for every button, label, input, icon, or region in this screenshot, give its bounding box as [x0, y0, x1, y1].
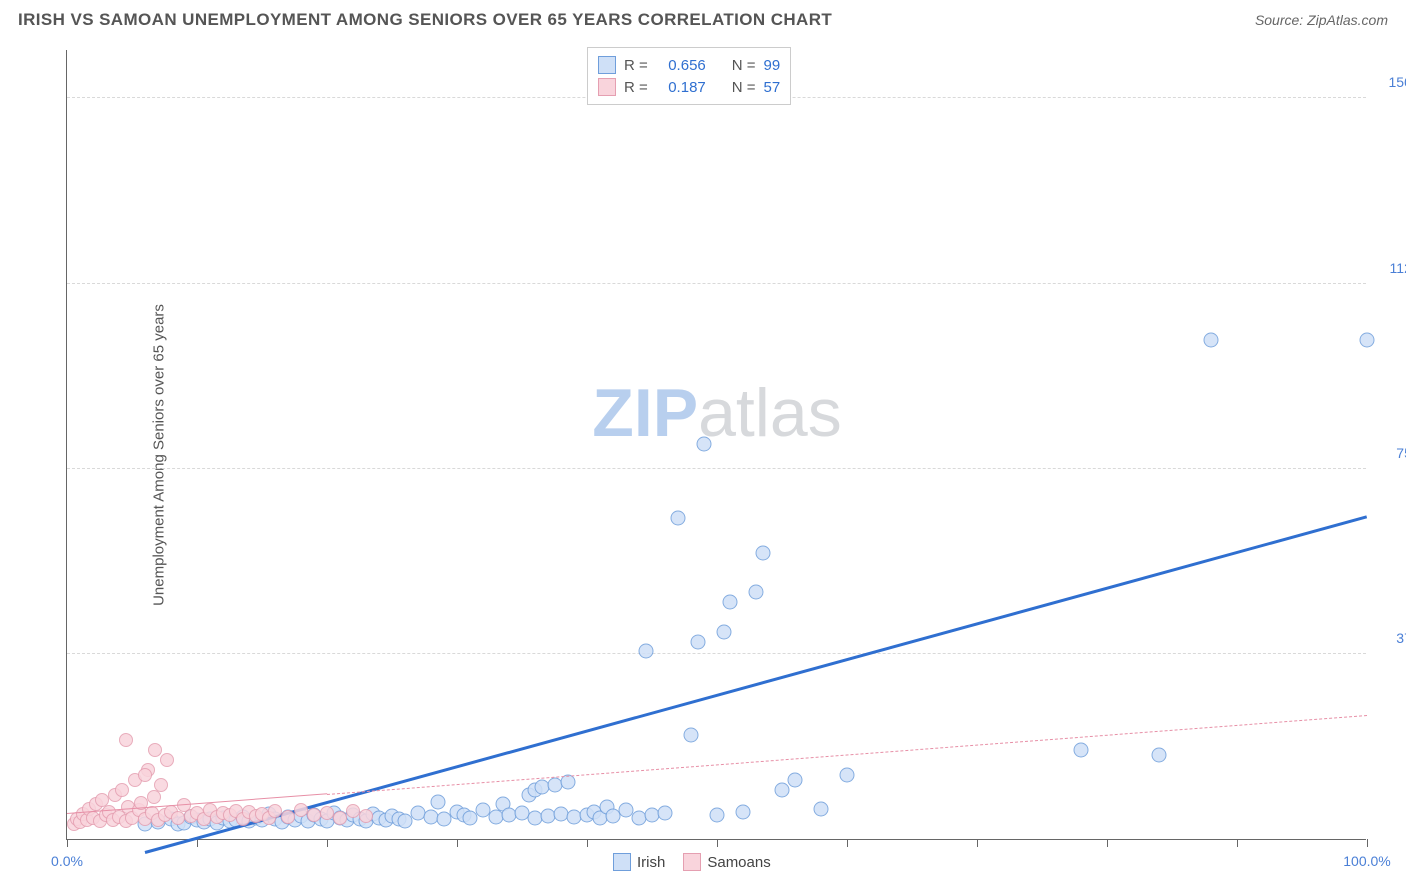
scatter-point — [148, 743, 162, 757]
source-prefix: Source: — [1255, 12, 1307, 28]
x-tick-label: 0.0% — [51, 853, 83, 869]
scatter-point — [749, 585, 764, 600]
scatter-point — [333, 811, 347, 825]
y-tick-label: 112.5% — [1376, 260, 1406, 276]
y-tick-label: 37.5% — [1376, 630, 1406, 646]
r-label: R = — [624, 57, 648, 74]
scatter-point — [320, 806, 334, 820]
series-legend: Irish Samoans — [613, 853, 771, 871]
source-attribution: Source: ZipAtlas.com — [1255, 12, 1388, 28]
scatter-point — [119, 733, 133, 747]
x-tick — [1367, 839, 1368, 847]
legend-swatch — [598, 78, 616, 96]
scatter-point — [697, 437, 712, 452]
scatter-point — [814, 802, 829, 817]
scatter-point — [154, 778, 168, 792]
x-tick — [977, 839, 978, 847]
scatter-point — [775, 782, 790, 797]
correlation-legend-row: R = 0.656 N = 99 — [598, 54, 780, 76]
x-tick — [847, 839, 848, 847]
x-tick — [717, 839, 718, 847]
scatter-point — [736, 804, 751, 819]
scatter-point — [658, 806, 673, 821]
scatter-point — [1360, 333, 1375, 348]
scatter-point — [755, 545, 770, 560]
scatter-point — [638, 644, 653, 659]
scatter-point — [171, 811, 185, 825]
scatter-point — [346, 804, 360, 818]
header: IRISH VS SAMOAN UNEMPLOYMENT AMONG SENIO… — [0, 0, 1406, 36]
y-tick-label: 150.0% — [1376, 74, 1406, 90]
scatter-point — [690, 634, 705, 649]
n-label: N = — [732, 57, 756, 74]
gridline-h — [67, 653, 1366, 654]
scatter-point — [1152, 748, 1167, 763]
scatter-point — [840, 767, 855, 782]
n-value: 57 — [764, 79, 781, 96]
series-legend-item: Irish — [613, 853, 665, 871]
correlation-legend: R = 0.656 N = 99 R = 0.187 N = 57 — [587, 47, 791, 105]
series-legend-label: Irish — [637, 854, 665, 871]
n-value: 99 — [764, 57, 781, 74]
x-tick — [1237, 839, 1238, 847]
scatter-point — [430, 794, 445, 809]
x-tick — [67, 839, 68, 847]
legend-swatch — [613, 853, 631, 871]
r-value: 0.187 — [656, 79, 706, 96]
scatter-point — [307, 808, 321, 822]
gridline-h — [67, 283, 1366, 284]
correlation-legend-row: R = 0.187 N = 57 — [598, 76, 780, 98]
n-label: N = — [732, 79, 756, 96]
scatter-point — [115, 783, 129, 797]
scatter-point — [788, 772, 803, 787]
y-tick-label: 75.0% — [1376, 445, 1406, 461]
series-legend-label: Samoans — [707, 854, 770, 871]
chart-area: Unemployment Among Seniors over 65 years… — [18, 40, 1388, 870]
source-name: ZipAtlas.com — [1307, 12, 1388, 28]
x-tick-label: 100.0% — [1343, 853, 1390, 869]
plot-region: 37.5%75.0%112.5%150.0%0.0%100.0%ZIPatlas… — [66, 50, 1366, 840]
series-legend-item: Samoans — [683, 853, 770, 871]
watermark: ZIPatlas — [592, 374, 841, 452]
x-tick — [1107, 839, 1108, 847]
trend-line — [327, 715, 1367, 795]
x-tick — [587, 839, 588, 847]
scatter-point — [710, 808, 725, 823]
scatter-point — [294, 803, 308, 817]
chart-title: IRISH VS SAMOAN UNEMPLOYMENT AMONG SENIO… — [18, 10, 832, 30]
scatter-point — [268, 804, 282, 818]
legend-swatch — [598, 56, 616, 74]
scatter-point — [671, 511, 686, 526]
scatter-point — [160, 753, 174, 767]
x-tick — [327, 839, 328, 847]
scatter-point — [281, 810, 295, 824]
x-tick — [197, 839, 198, 847]
scatter-point — [716, 624, 731, 639]
scatter-point — [359, 809, 373, 823]
r-label: R = — [624, 79, 648, 96]
scatter-point — [684, 728, 699, 743]
gridline-h — [67, 468, 1366, 469]
scatter-point — [1074, 743, 1089, 758]
x-tick — [457, 839, 458, 847]
legend-swatch — [683, 853, 701, 871]
trend-line — [145, 515, 1368, 854]
r-value: 0.656 — [656, 57, 706, 74]
scatter-point — [138, 768, 152, 782]
scatter-point — [147, 790, 161, 804]
scatter-point — [1204, 333, 1219, 348]
scatter-point — [723, 595, 738, 610]
